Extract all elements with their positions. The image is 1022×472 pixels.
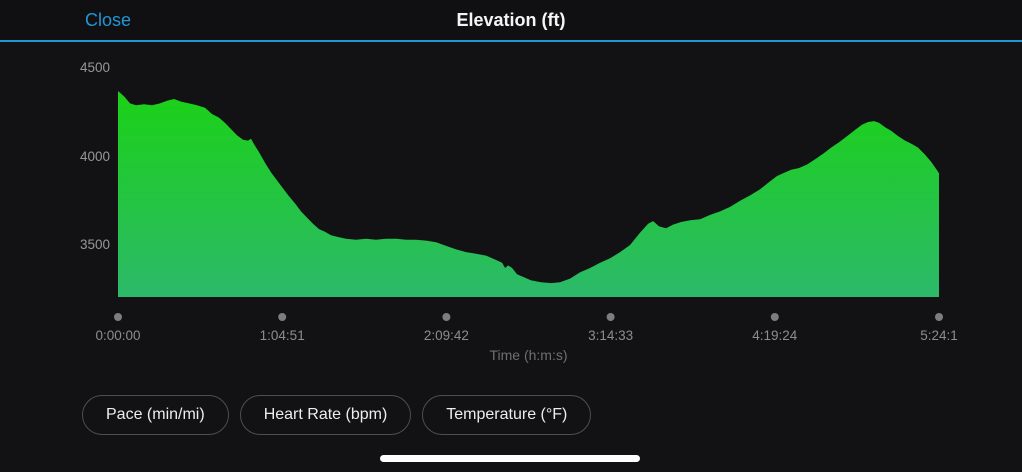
x-axis-tick-dot xyxy=(770,313,779,321)
x-axis-tick-label: 1:04:51 xyxy=(259,328,305,343)
x-axis-tick-label: 4:19:24 xyxy=(752,328,798,343)
x-axis-title: Time (h:m:s) xyxy=(489,347,568,363)
pace-button[interactable]: Pace (min/mi) xyxy=(82,395,229,435)
x-axis-tick-label: 5:24:1 xyxy=(920,328,958,343)
header-divider xyxy=(0,40,1022,42)
y-axis-tick-label: 3500 xyxy=(79,237,110,252)
x-axis-tick-label: 2:09:42 xyxy=(423,328,469,343)
y-axis-tick-label: 4500 xyxy=(79,60,110,75)
x-axis-tick-dot xyxy=(606,313,615,321)
x-axis-tick-dots xyxy=(114,313,943,321)
x-axis-tick-dot xyxy=(442,313,451,321)
y-axis-tick-label: 4000 xyxy=(79,148,110,164)
x-axis-tick-dot xyxy=(935,313,943,321)
close-button[interactable]: Close xyxy=(85,0,131,40)
x-axis-tick-dot xyxy=(114,313,122,321)
elevation-area-fill[interactable] xyxy=(118,91,939,297)
temperature-button[interactable]: Temperature (°F) xyxy=(422,395,592,435)
x-axis-tick-label: 0:00:00 xyxy=(95,328,141,343)
x-axis-tick-label: 3:14:33 xyxy=(588,328,634,343)
x-axis-tick-dot xyxy=(278,313,287,321)
metric-toggle-row: Pace (min/mi) Heart Rate (bpm) Temperatu… xyxy=(82,395,592,435)
home-indicator-bar[interactable] xyxy=(380,455,640,462)
heart-rate-button[interactable]: Heart Rate (bpm) xyxy=(239,395,412,435)
